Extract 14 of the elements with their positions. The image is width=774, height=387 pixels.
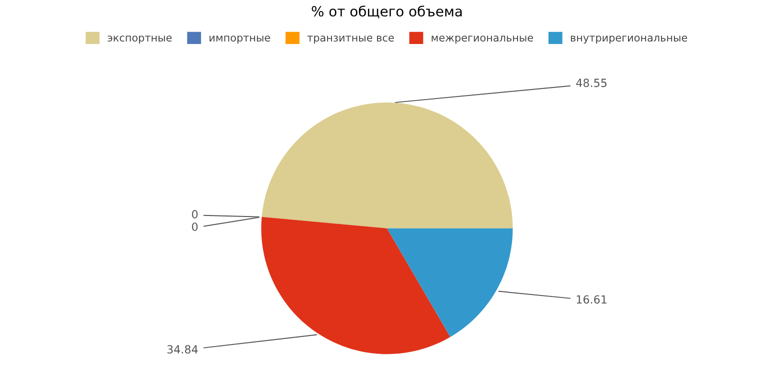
data-label: 16.61 <box>576 295 606 304</box>
pie-slice <box>261 216 450 354</box>
legend-label: импортные <box>210 36 270 44</box>
legend-label: экспортные <box>108 36 172 44</box>
legend-label: внутрирегиональные <box>570 36 688 44</box>
data-label: 34.84 <box>167 345 198 354</box>
legend-label: транзитные все <box>307 36 394 44</box>
text: 0 <box>192 222 198 231</box>
text: 0 <box>192 210 198 218</box>
pie-slice <box>262 102 513 228</box>
data-label: 48.55 <box>576 78 606 88</box>
chart-title: % от общего объема <box>312 6 462 18</box>
pie-slice <box>387 228 513 338</box>
legend-label: межрегиональные <box>432 36 533 44</box>
